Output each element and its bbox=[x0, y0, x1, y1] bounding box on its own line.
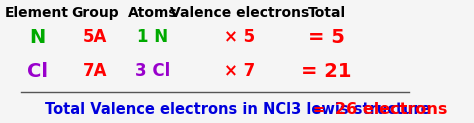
Text: Total Valence electrons in NCl3 lewis structure: Total Valence electrons in NCl3 lewis st… bbox=[46, 102, 431, 117]
Text: = 5: = 5 bbox=[308, 28, 345, 47]
Text: 26 electrons: 26 electrons bbox=[335, 102, 447, 117]
Text: Group: Group bbox=[71, 6, 119, 20]
Text: Cl: Cl bbox=[27, 62, 47, 81]
Text: N: N bbox=[29, 28, 45, 47]
Text: Atoms: Atoms bbox=[128, 6, 178, 20]
Text: Element: Element bbox=[5, 6, 69, 20]
Text: =: = bbox=[312, 102, 324, 117]
Text: × 5: × 5 bbox=[224, 28, 255, 46]
Text: 5A: 5A bbox=[83, 28, 107, 46]
Text: = 21: = 21 bbox=[301, 62, 352, 81]
Text: 1 N: 1 N bbox=[137, 28, 168, 46]
Text: Total: Total bbox=[308, 6, 346, 20]
Text: 7A: 7A bbox=[83, 62, 107, 80]
Text: Valence electrons: Valence electrons bbox=[170, 6, 310, 20]
Text: 3 Cl: 3 Cl bbox=[135, 62, 171, 80]
Text: × 7: × 7 bbox=[224, 62, 255, 80]
